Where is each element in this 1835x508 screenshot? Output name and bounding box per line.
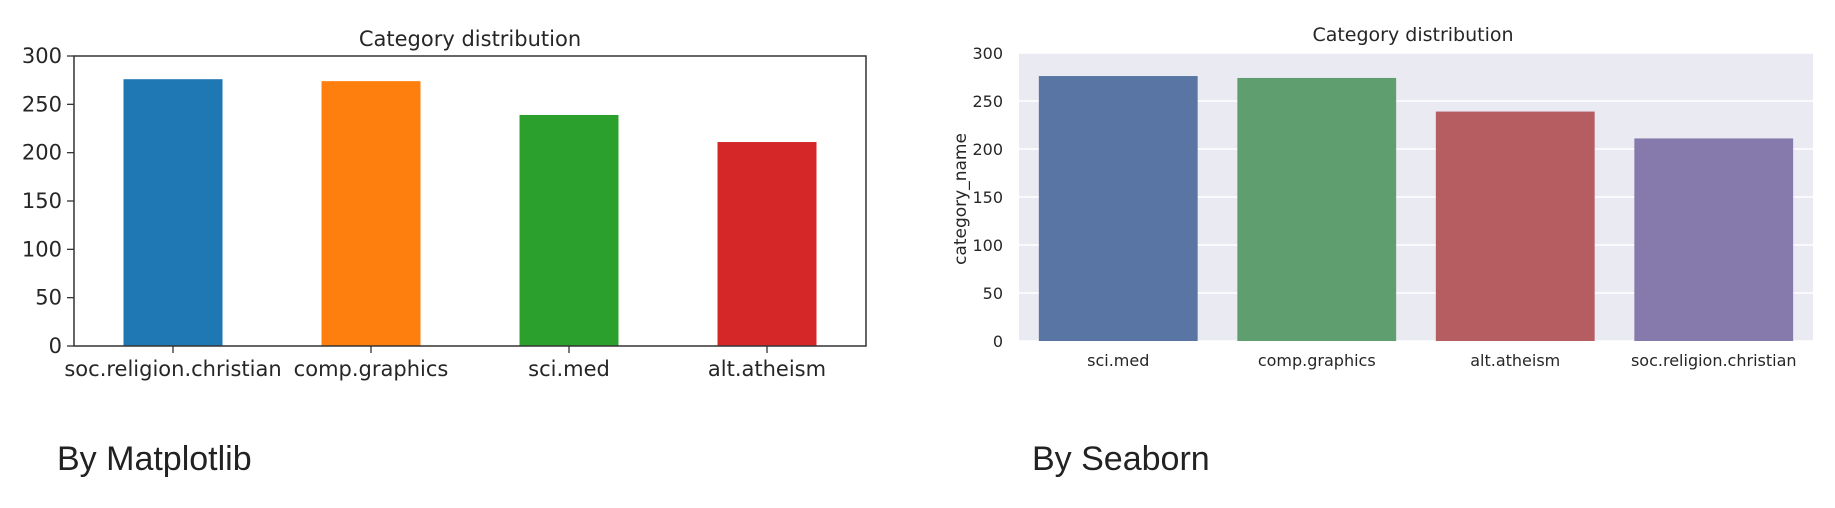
matplotlib-x-axis: soc.religion.christian comp.graphics sci.m… <box>64 346 826 381</box>
matplotlib-chart-title: Category distribution <box>359 27 581 51</box>
seaborn-x-tick-label: sci.med <box>1087 351 1149 370</box>
seaborn-y-tick-label: 50 <box>983 284 1003 303</box>
matplotlib-axes-frame <box>73 55 867 347</box>
seaborn-chart: Category distribution category_name 0 50 1… <box>951 24 1813 370</box>
matplotlib-y-tick-label: 200 <box>22 141 62 165</box>
matplotlib-x-tick-label: comp.graphics <box>294 357 449 381</box>
matplotlib-x-tick-label: soc.religion.christian <box>64 357 281 381</box>
matplotlib-x-tick-label: alt.atheism <box>708 357 826 381</box>
matplotlib-y-tick-label: 250 <box>22 92 62 116</box>
matplotlib-caption: By Matplotlib <box>57 440 252 478</box>
matplotlib-bar-comp-graphics <box>321 81 421 346</box>
matplotlib-chart: Category distribution 0 50 100 150 200 250 300… <box>22 27 867 381</box>
seaborn-y-tick-label: 0 <box>993 332 1003 351</box>
seaborn-bars <box>1038 76 1794 342</box>
seaborn-y-tick-label: 100 <box>972 236 1003 255</box>
matplotlib-y-tick-label: 300 <box>22 44 62 68</box>
matplotlib-y-tick-label: 50 <box>35 286 62 310</box>
matplotlib-y-axis: 0 50 100 150 200 250 300 <box>22 44 74 358</box>
seaborn-bar-sci-med <box>1038 76 1198 341</box>
seaborn-caption: By Seaborn <box>1032 440 1210 478</box>
seaborn-y-tick-label: 150 <box>972 188 1003 207</box>
seaborn-bar-soc-religion-christian <box>1634 138 1794 341</box>
matplotlib-bar-sci-med <box>519 114 619 346</box>
seaborn-x-axis: sci.med comp.graphics alt.atheism soc.relig… <box>1087 351 1796 370</box>
matplotlib-y-tick-label: 0 <box>49 334 62 358</box>
seaborn-y-axis-label: category_name <box>951 133 971 265</box>
seaborn-y-tick-label: 300 <box>972 44 1003 63</box>
seaborn-x-tick-label: soc.religion.christian <box>1631 351 1797 370</box>
seaborn-y-axis: 0 50 100 150 200 250 300 <box>972 44 1003 351</box>
matplotlib-x-tick-label: sci.med <box>528 357 610 381</box>
seaborn-chart-title: Category distribution <box>1312 24 1513 46</box>
matplotlib-bars <box>123 79 817 346</box>
seaborn-bar-alt-atheism <box>1435 111 1595 341</box>
matplotlib-bar-soc-religion-christian <box>123 79 223 346</box>
matplotlib-y-tick-label: 100 <box>22 237 62 261</box>
seaborn-bar-comp-graphics <box>1237 77 1397 342</box>
matplotlib-y-tick-label: 150 <box>22 189 62 213</box>
seaborn-x-tick-label: comp.graphics <box>1258 351 1376 370</box>
seaborn-x-tick-label: alt.atheism <box>1470 351 1560 370</box>
seaborn-y-tick-label: 250 <box>972 92 1003 111</box>
seaborn-y-tick-label: 200 <box>972 140 1003 159</box>
matplotlib-bar-alt-atheism <box>717 142 817 346</box>
